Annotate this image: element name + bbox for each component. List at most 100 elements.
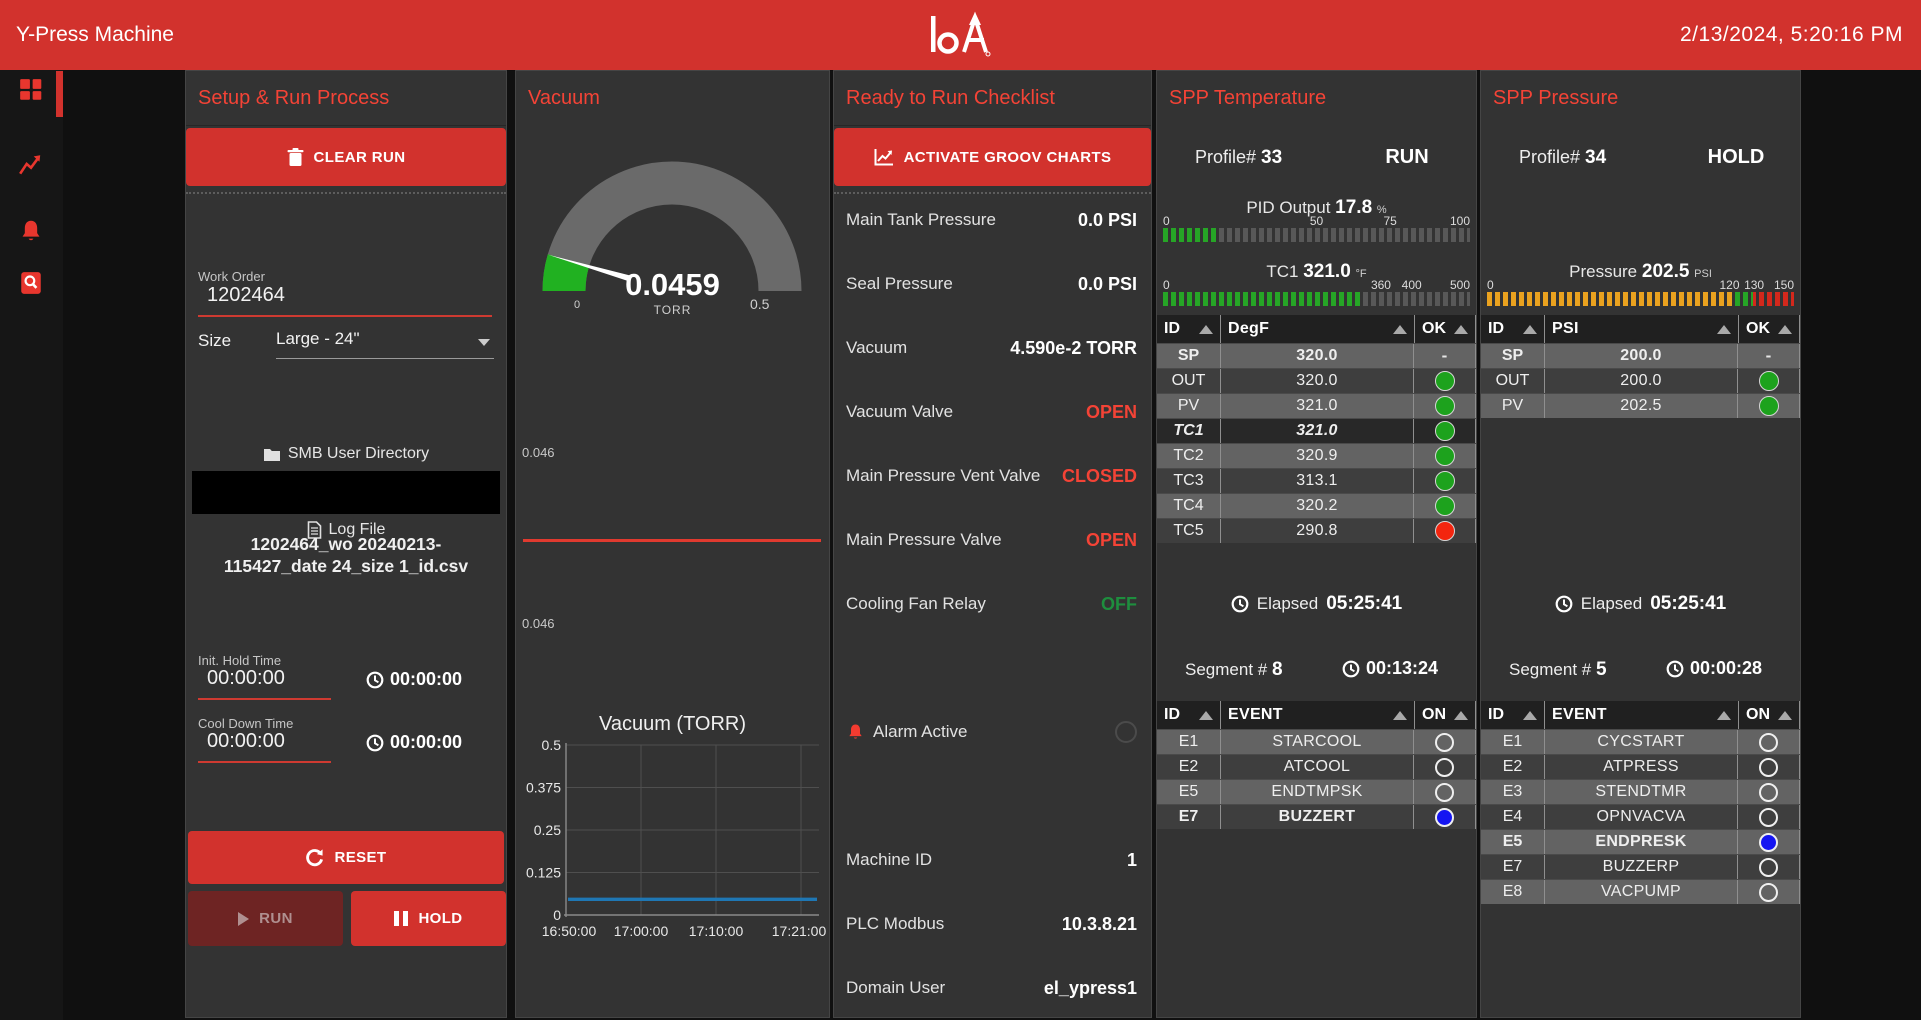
event-name: BUZZERT — [1220, 805, 1414, 829]
smb-directory-value-redacted[interactable] — [192, 471, 500, 514]
divider — [834, 125, 1151, 126]
column-header-on[interactable]: ON — [1415, 701, 1476, 729]
size-select[interactable]: Large - 24" — [276, 329, 360, 348]
checklist-item: Vacuum 4.590e-2 TORR — [846, 335, 1137, 361]
vacuum-chart: 0 0.125 0.25 0.375 0.5 16:50:00 17:00:00… — [526, 737, 826, 939]
pid-label-text: PID Output — [1246, 198, 1331, 217]
item-value: 0.0 PSI — [1077, 209, 1137, 230]
table-row: OUT 320.0 — [1157, 368, 1476, 393]
event-on-indicator[interactable] — [1759, 782, 1778, 802]
event-id: E4 — [1502, 808, 1523, 825]
alarm-active-indicator[interactable] — [1115, 721, 1137, 743]
event-on-indicator[interactable] — [1759, 757, 1778, 777]
temperature-events-table: ID EVENT ON E1 STARCOOL E2 ATCOOL E5 END… — [1157, 701, 1476, 829]
column-header-id[interactable]: ID — [1481, 701, 1544, 729]
event-row: E5 ENDTMPSK — [1157, 779, 1476, 804]
init-hold-label: Init. Hold Time — [198, 653, 282, 668]
init-hold-input[interactable]: 00:00:00 — [207, 667, 285, 689]
size-label: Size — [198, 331, 232, 350]
column-header-event[interactable]: EVENT — [1220, 701, 1415, 729]
column-header-id[interactable]: ID — [1157, 315, 1220, 343]
table-header: ID EVENT ON — [1157, 701, 1476, 729]
hold-button[interactable]: HOLD — [351, 891, 506, 946]
profile-value: 34 — [1585, 147, 1607, 168]
sidebar-item-alarms[interactable] — [18, 218, 46, 246]
status-dot — [1758, 371, 1779, 391]
column-header-ok[interactable]: OK — [1415, 315, 1476, 343]
panel-checklist: Ready to Run Checklist ACTIVATE GROOV CH… — [833, 70, 1152, 1018]
info-row: Machine ID 1 — [846, 847, 1137, 873]
pressure-unit: PSI — [1694, 268, 1712, 280]
work-order-input[interactable]: 1202464 — [207, 284, 285, 306]
table-row: OUT 200.0 — [1481, 368, 1800, 393]
bell-icon — [22, 220, 40, 241]
pressure-table: ID PSI OK SP 200.0 OUT 200.0 PV 202.5 — [1481, 315, 1800, 418]
checklist-item: Main Pressure Valve OPEN — [846, 527, 1137, 553]
row-id: TC1 — [1173, 422, 1204, 439]
event-row: E4 OPNVACVA — [1481, 804, 1800, 829]
y-tick: 0.125 — [526, 865, 561, 881]
event-on-indicator[interactable] — [1435, 732, 1454, 752]
sort-icon — [1523, 324, 1537, 334]
column-header-psi[interactable]: PSI — [1544, 315, 1739, 343]
run-state: RUN — [1385, 146, 1429, 168]
column-header-id[interactable]: ID — [1157, 701, 1220, 729]
segment-timer-value: 00:00:28 — [1689, 658, 1762, 678]
event-on-indicator[interactable] — [1759, 882, 1778, 902]
column-label: ON — [1422, 706, 1446, 723]
sort-icon — [1717, 324, 1731, 334]
sort-icon — [1393, 324, 1407, 334]
activate-groov-charts-button[interactable]: ACTIVATE GROOV CHARTS — [834, 128, 1151, 186]
event-on-indicator[interactable] — [1759, 857, 1778, 877]
panel-spp-temperature: SPP Temperature Profile# 33 RUN PID Outp… — [1156, 70, 1477, 1018]
event-on-indicator[interactable] — [1759, 732, 1778, 752]
refresh-icon — [306, 849, 324, 867]
column-header-ok[interactable]: OK — [1739, 315, 1800, 343]
status-dot — [1434, 496, 1455, 516]
status-dot — [1758, 396, 1779, 416]
clock-icon — [1666, 660, 1684, 677]
column-header-on[interactable]: ON — [1739, 701, 1800, 729]
table-row-selected: TC1 321.0 — [1157, 418, 1476, 443]
cool-down-input[interactable]: 00:00:00 — [207, 730, 285, 752]
scale-tick: 500 — [1449, 278, 1470, 292]
checklist-item: Vacuum Valve OPEN — [846, 399, 1137, 425]
vacuum-gauge — [542, 161, 802, 292]
pause-icon — [394, 911, 409, 926]
event-on-indicator[interactable] — [1759, 832, 1778, 852]
divider — [186, 125, 506, 126]
event-on-indicator[interactable] — [1435, 807, 1454, 827]
sidebar-item-trends[interactable] — [18, 152, 46, 180]
log-file-name-line1: 1202464_wo 20240213- — [250, 534, 442, 554]
event-on-indicator[interactable] — [1435, 782, 1454, 802]
column-header-event[interactable]: EVENT — [1544, 701, 1739, 729]
item-value: 0.0 PSI — [1077, 273, 1137, 294]
panel-title: Ready to Run Checklist — [846, 87, 1055, 109]
event-row: E1 STARCOOL — [1157, 729, 1476, 754]
table-row: SP 320.0 — [1157, 343, 1476, 368]
clear-run-button[interactable]: CLEAR RUN — [186, 128, 506, 186]
trend-chart-icon — [19, 155, 41, 175]
column-label: EVENT — [1552, 706, 1607, 723]
run-button[interactable]: RUN — [188, 891, 343, 946]
column-header-id[interactable]: ID — [1481, 315, 1544, 343]
grid-icon — [20, 79, 42, 100]
info-label: PLC Modbus — [846, 914, 945, 933]
column-header-degf[interactable]: DegF — [1220, 315, 1415, 343]
event-on-indicator[interactable] — [1435, 757, 1454, 777]
event-on-indicator[interactable] — [1759, 807, 1778, 827]
scale-tick: 120 — [1719, 278, 1740, 292]
status-dot — [1434, 521, 1455, 541]
x-tick: 17:21:00 — [772, 923, 826, 939]
chevron-down-icon[interactable] — [478, 339, 490, 346]
sidebar-item-dashboard[interactable] — [18, 77, 46, 105]
ioa-logo-icon — [930, 11, 990, 57]
info-label: Domain User — [846, 978, 946, 997]
sidebar-item-logs[interactable] — [18, 270, 46, 298]
segment-timer-value: 00:13:24 — [1365, 658, 1438, 678]
reset-button[interactable]: RESET — [188, 831, 504, 884]
sort-icon — [1778, 324, 1792, 334]
segment-value: 5 — [1595, 659, 1607, 680]
tc1-bar-label: TC1 321.0 °F — [1157, 261, 1476, 283]
sort-icon — [1454, 710, 1468, 720]
